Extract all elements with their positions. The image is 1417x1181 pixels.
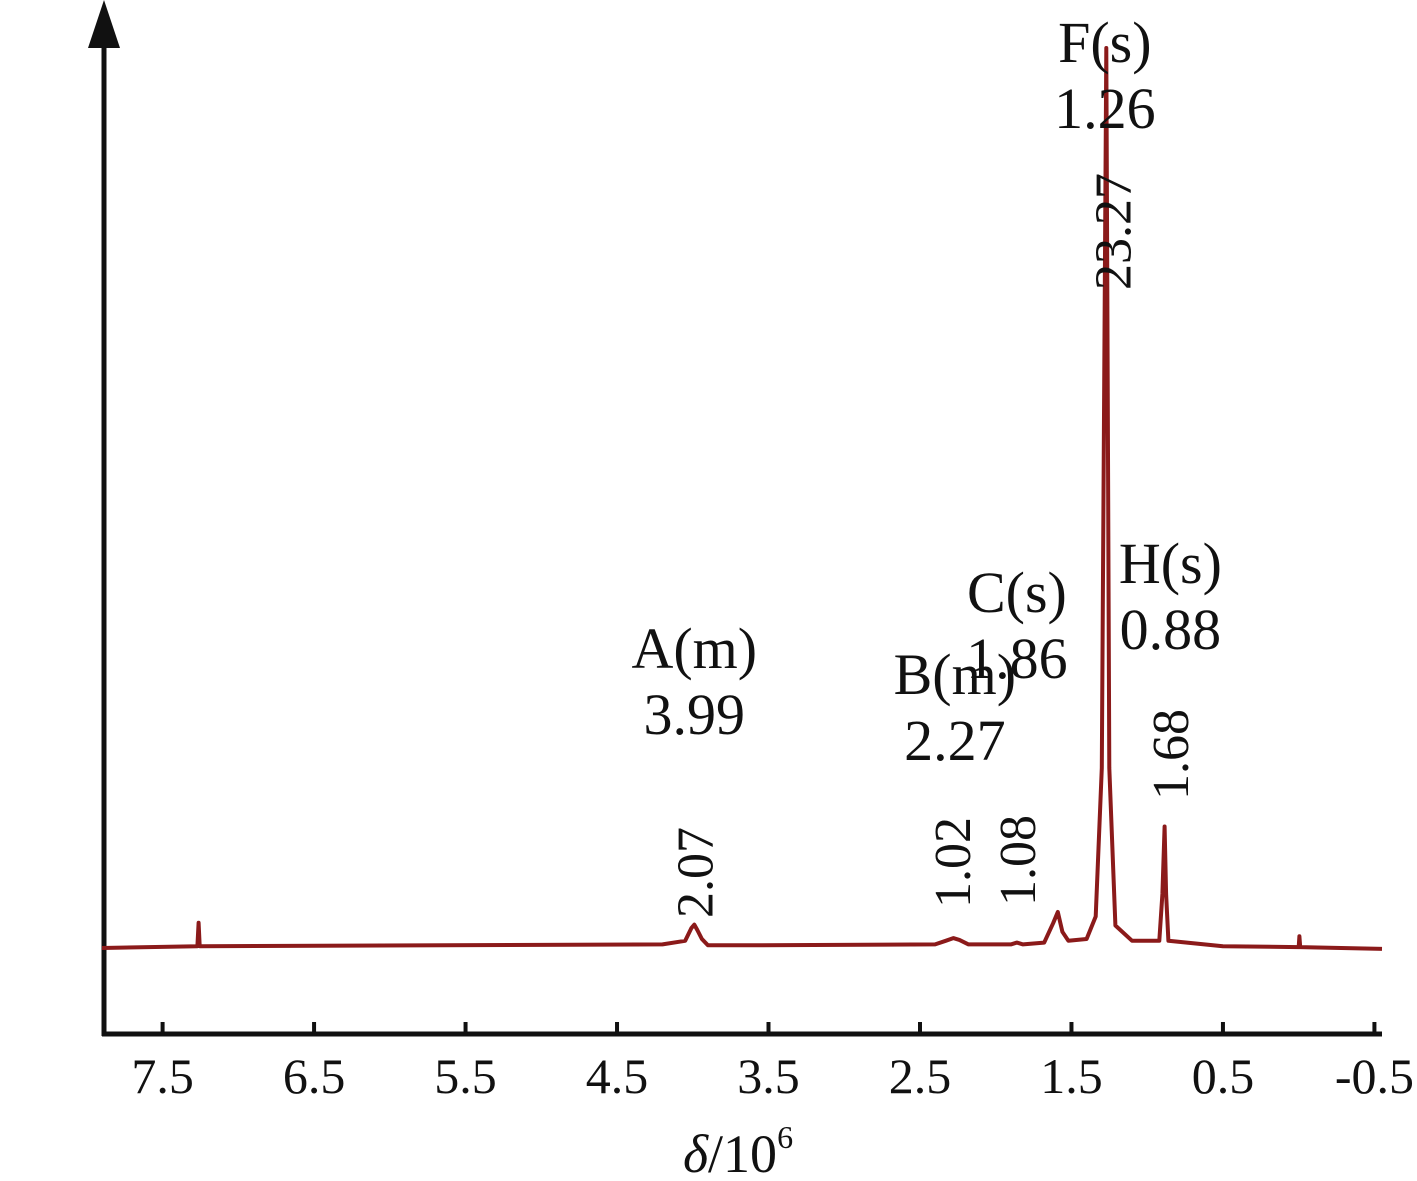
peak-shift: 1.86 <box>966 626 1068 691</box>
x-tick-label: 5.5 <box>434 1048 497 1104</box>
y-axis-arrowhead <box>88 0 120 48</box>
peak-shift: 0.88 <box>1120 597 1222 662</box>
integral-labels: 2.07 1.02 1.08 23.27 1.68 <box>667 173 1200 918</box>
spectrum-layer <box>101 46 1383 951</box>
x-axis-label-superscript: 6 <box>777 1119 793 1155</box>
peak-letter: F(s) <box>1058 10 1151 75</box>
x-axis-label-variable: δ <box>683 1124 709 1181</box>
peak-letter: B(m) <box>894 642 1016 707</box>
integral-value: 23.27 <box>1085 173 1142 290</box>
integral-value: 1.08 <box>990 815 1047 906</box>
x-tick-label: 3.5 <box>737 1048 800 1104</box>
peak-letter: C(s) <box>967 560 1067 625</box>
peak-label: A(m)3.99 <box>631 616 757 747</box>
x-tick-label: 1.5 <box>1040 1048 1103 1104</box>
spectrum-line <box>101 46 1383 951</box>
peak-shift: 3.99 <box>644 682 746 747</box>
x-tick-label: 7.5 <box>131 1048 194 1104</box>
x-ticks: 7.5 6.5 5.5 4.5 3.5 2.5 1.5 0.5 -0.5 <box>131 1022 1414 1104</box>
integral-value: 1.02 <box>925 817 982 908</box>
x-tick-label: 6.5 <box>283 1048 346 1104</box>
integral-value: 2.07 <box>667 827 724 918</box>
x-axis-label-unit: /10 <box>708 1124 777 1181</box>
x-tick-label: 2.5 <box>889 1048 952 1104</box>
integral-value: 1.68 <box>1143 709 1200 800</box>
peak-letter: A(m) <box>631 616 757 681</box>
peak-label: H(s)0.88 <box>1119 531 1222 662</box>
peak-label: F(s)1.26 <box>1054 10 1156 141</box>
x-tick-label: 0.5 <box>1192 1048 1255 1104</box>
x-axis-label: δ/106 <box>683 1119 793 1181</box>
axes <box>88 0 1382 1037</box>
peak-shift: 1.26 <box>1054 76 1156 141</box>
peak-labels: A(m)3.99B(m)2.27C(s)1.86F(s)1.26H(s)0.88 <box>631 10 1221 773</box>
x-tick-label: -0.5 <box>1335 1048 1414 1104</box>
x-tick-label: 4.5 <box>586 1048 649 1104</box>
peak-shift: 2.27 <box>904 708 1006 773</box>
peak-letter: H(s) <box>1119 531 1222 596</box>
peak-label: C(s)1.86 <box>966 560 1068 691</box>
peak-label: B(m)2.27 <box>894 642 1016 773</box>
